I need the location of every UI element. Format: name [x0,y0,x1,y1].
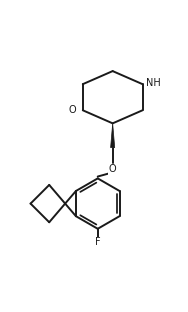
Text: O: O [69,105,76,115]
Text: NH: NH [146,78,161,88]
Text: F: F [95,237,101,247]
Polygon shape [111,123,115,148]
Text: O: O [109,164,117,174]
